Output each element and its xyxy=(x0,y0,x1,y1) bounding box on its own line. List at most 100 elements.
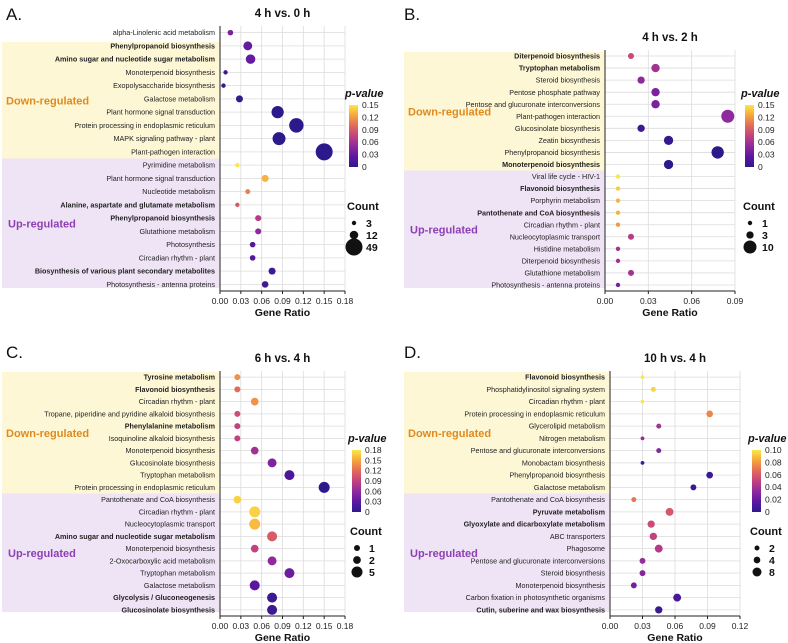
count-legend-dot xyxy=(743,240,757,254)
panel-letter: B. xyxy=(404,5,420,24)
up-regulated-label: Up-regulated xyxy=(8,548,76,560)
x-axis-label: Gene Ratio xyxy=(642,307,697,319)
data-point xyxy=(656,423,662,429)
term-label: Circadian rhythm - plant xyxy=(139,253,215,262)
term-label: Photosynthesis - antenna proteins xyxy=(106,280,215,289)
term-label: Glycerolipid metabolism xyxy=(529,422,605,431)
data-point xyxy=(243,41,253,51)
data-point xyxy=(250,397,259,406)
data-point xyxy=(721,109,735,123)
data-point xyxy=(630,582,637,589)
term-label: Phenylalanine metabolism xyxy=(125,422,215,431)
down-regulated-band xyxy=(404,52,605,171)
data-point xyxy=(639,570,646,577)
panel-b: B. Down-regulated Up-regulated 4 h vs. 2 h 0… xyxy=(404,5,780,319)
data-point xyxy=(235,162,240,168)
term-label: Glucosinolate biosynthesis xyxy=(515,124,601,133)
x-tick-label: 0.18 xyxy=(337,296,354,306)
x-tick-label: 0.15 xyxy=(316,296,333,306)
panel-d: D. Down-regulated Up-regulated 10 h vs. 4 h… xyxy=(404,343,787,643)
term-label: Pentose and glucuronate interconversions xyxy=(471,556,606,565)
pvalue-tick-label: 0.03 xyxy=(758,150,775,160)
x-tick-label: 0.09 xyxy=(274,296,291,306)
x-axis-label: Gene Ratio xyxy=(255,632,310,643)
panel-letter: D. xyxy=(404,343,421,362)
term-label: Viral life cycle - HIV-1 xyxy=(532,172,600,181)
x-tick-label: 0.06 xyxy=(683,296,700,306)
term-label: Galactose metabolism xyxy=(144,94,215,103)
count-legend-label: 3 xyxy=(366,218,372,230)
term-label: Protein processing in endoplasmic reticu… xyxy=(74,121,215,130)
data-point xyxy=(647,520,655,528)
down-regulated-band xyxy=(2,42,220,159)
count-legend-dot xyxy=(345,238,363,256)
chart-title: 4 h vs. 2 h xyxy=(642,32,698,44)
x-tick-label: 0.00 xyxy=(597,296,614,306)
count-legend-title: Count xyxy=(350,526,382,538)
up-regulated-band xyxy=(2,158,220,288)
count-legend-dot xyxy=(351,220,357,226)
down-regulated-band xyxy=(2,372,220,494)
data-point xyxy=(267,604,278,615)
pvalue-tick-label: 0.06 xyxy=(365,486,382,496)
count-legend-label: 10 xyxy=(762,242,774,254)
term-label: Nitrogen metabolism xyxy=(539,434,605,443)
data-point xyxy=(615,222,621,227)
count-legend-label: 2 xyxy=(769,543,775,555)
data-point xyxy=(615,186,621,191)
data-point xyxy=(627,53,635,60)
term-label: Pentose phosphate pathway xyxy=(509,88,600,97)
term-label: ABC transporters xyxy=(550,532,606,541)
term-label: Nucleocytoplasmic transport xyxy=(510,232,600,241)
pvalue-tick-label: 0.15 xyxy=(758,100,775,110)
data-point xyxy=(221,83,226,88)
data-point xyxy=(255,215,262,222)
data-point xyxy=(245,189,251,195)
term-label: Amino sugar and nucleotide sugar metabol… xyxy=(55,532,215,541)
term-label: Glyoxylate and dicarboxylate metabolism xyxy=(464,520,605,529)
data-point xyxy=(656,448,662,454)
x-tick-label: 0.06 xyxy=(253,296,270,306)
term-label: Phenylpropanoid biosynthesis xyxy=(510,471,606,480)
data-point xyxy=(234,410,241,417)
term-label: Porphyrin metabolism xyxy=(530,196,600,205)
pvalue-tick-label: 0.06 xyxy=(758,137,775,147)
x-tick-label: 0.03 xyxy=(640,296,657,306)
data-point xyxy=(233,495,242,504)
count-legend-label: 8 xyxy=(769,567,775,579)
count-legend-title: Count xyxy=(347,201,379,213)
panel-letter: C. xyxy=(6,343,23,362)
panel-c: C. Down-regulated Up-regulated 6 h vs. 4 h 0… xyxy=(2,343,387,643)
term-label: Photosynthesis - antenna proteins xyxy=(491,281,600,290)
term-label: Glutathione metabolism xyxy=(524,269,600,278)
pvalue-tick-label: 0.04 xyxy=(765,482,782,492)
count-legend-label: 1 xyxy=(762,218,768,230)
x-tick-label: 0.03 xyxy=(233,296,250,306)
count-legend-dot xyxy=(747,220,753,226)
data-point xyxy=(235,95,243,103)
data-point xyxy=(267,458,277,468)
count-legend-dot xyxy=(354,545,360,551)
chart-title: 4 h vs. 0 h xyxy=(255,8,311,20)
pvalue-tick-label: 0.12 xyxy=(362,112,379,122)
data-point xyxy=(250,544,259,553)
pvalue-colorbar xyxy=(745,105,754,167)
term-label: Tryptophan metabolism xyxy=(140,569,215,578)
pvalue-tick-label: 0.06 xyxy=(765,470,782,480)
x-tick-label: 0.09 xyxy=(274,621,291,631)
data-point xyxy=(706,471,713,479)
term-label: Pyrimidine metabolism xyxy=(143,161,215,170)
term-label: MAPK signaling pathway - plant xyxy=(114,134,215,143)
chart-title: 6 h vs. 4 h xyxy=(255,353,311,365)
pvalue-tick-label: 0.03 xyxy=(362,150,379,160)
pvalue-tick-label: 0.02 xyxy=(765,495,782,505)
data-point xyxy=(654,544,663,553)
data-point xyxy=(249,506,261,518)
data-point xyxy=(640,399,645,404)
data-point xyxy=(651,100,660,109)
x-tick-label: 0.15 xyxy=(316,621,333,631)
count-legend-label: 2 xyxy=(369,555,375,567)
term-label: Glucosinolate biosynthesis xyxy=(122,605,215,614)
x-tick-label: 0.00 xyxy=(212,621,229,631)
count-legend-title: Count xyxy=(743,201,775,213)
